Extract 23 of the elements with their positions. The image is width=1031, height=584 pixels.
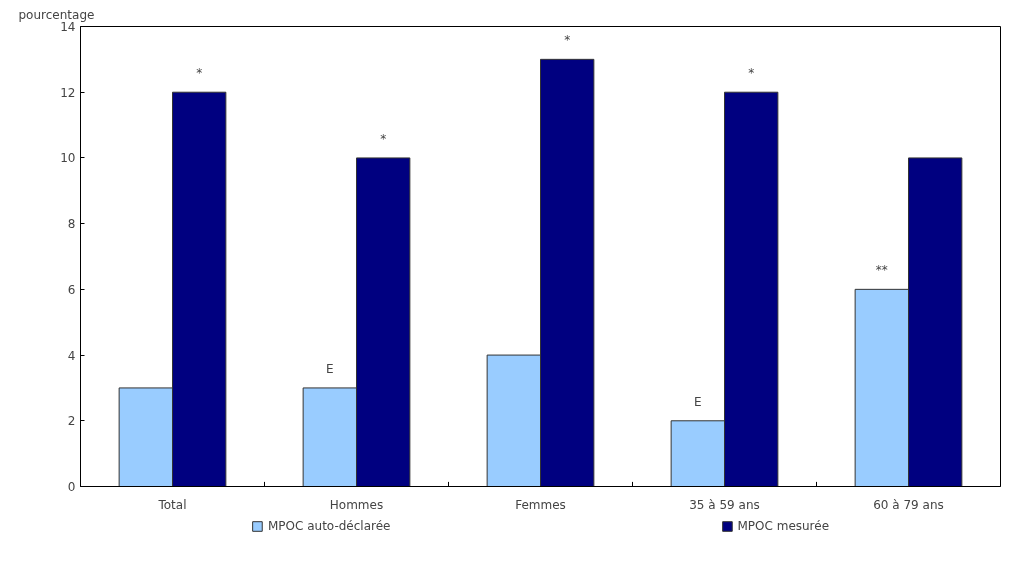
y-tick-label: 6 <box>67 282 76 297</box>
annotation: * <box>564 33 571 48</box>
x-tick-label: 60 à 79 ans <box>873 497 944 512</box>
x-tick-label: 35 à 59 ans <box>689 497 760 512</box>
y-tick-label: 14 <box>60 20 76 34</box>
x-tick-label: Hommes <box>329 497 384 512</box>
annotation: ** <box>875 263 888 278</box>
y-tick-label: 10 <box>60 151 76 166</box>
annotation: * <box>380 131 387 146</box>
x-tick-label: Femmes <box>515 497 566 512</box>
annotation: * <box>196 66 203 81</box>
annotation: E <box>694 394 702 409</box>
x-tick-label: Total <box>157 497 187 512</box>
y-tick-label: 8 <box>67 217 76 232</box>
y-tick-label: 2 <box>67 414 76 429</box>
y-tick-label: 4 <box>67 348 76 363</box>
legend-label: MPOC auto-déclarée <box>267 519 391 533</box>
y-tick-label: 0 <box>67 480 76 494</box>
y-tick-label: 12 <box>60 85 76 100</box>
legend-label: MPOC mesurée <box>737 519 830 533</box>
annotation: E <box>326 361 334 376</box>
annotation: * <box>748 66 755 81</box>
y-axis-title: pourcentage <box>18 7 95 22</box>
